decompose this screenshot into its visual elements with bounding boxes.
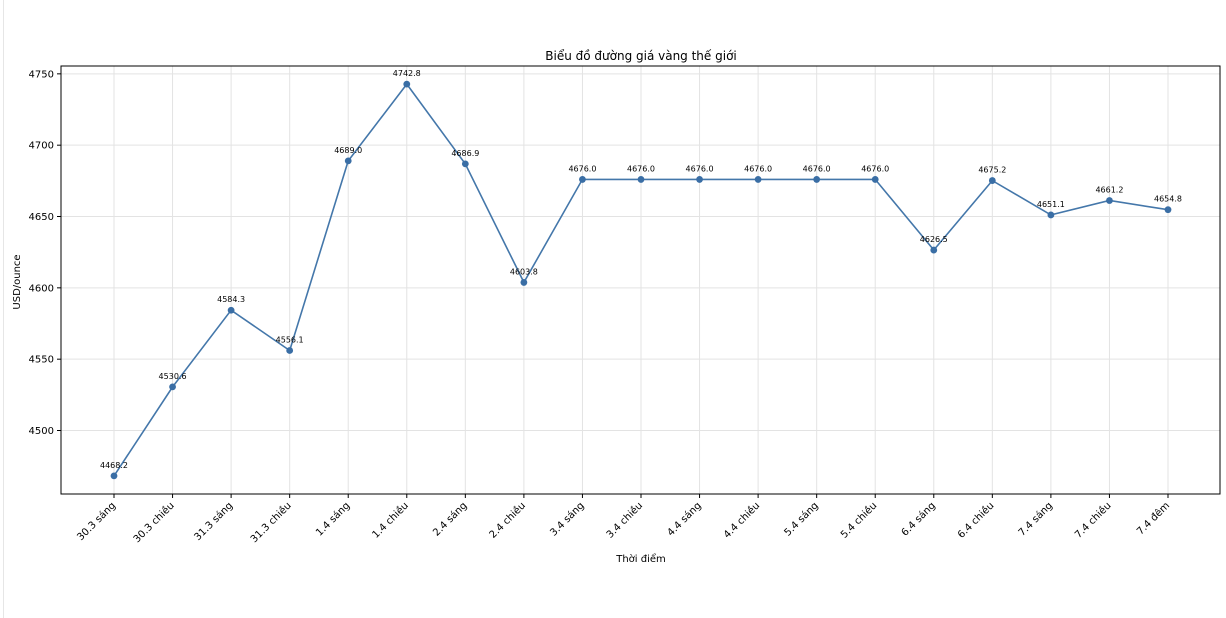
x-tick-label: 6.4 chiều	[955, 500, 996, 541]
data-label: 4676.0	[686, 164, 714, 173]
x-axis: 30.3 sáng 30.3 chiều 31.3 sáng 31.3 chiều 1.…	[75, 494, 1172, 545]
x-axis-label: Thời điểm	[615, 552, 666, 565]
data-point	[754, 176, 762, 183]
data-point	[1106, 197, 1113, 204]
data-label: 4676.0	[627, 164, 655, 173]
data-point	[1164, 206, 1172, 214]
data-label: 4603.8	[510, 267, 538, 276]
x-tick-label: 6.4 sáng	[899, 500, 938, 539]
data-point	[461, 160, 469, 168]
data-labels: 4468.2 4530.6 4584.3 4556.1 4689.0 4742.8 4686…	[100, 69, 1182, 470]
grid	[61, 66, 1220, 494]
x-tick-label: 5.4 sáng	[782, 500, 821, 539]
data-label: 4651.1	[1037, 200, 1065, 209]
data-point	[110, 472, 118, 480]
data-point	[227, 306, 235, 314]
x-tick-label: 7.4 sáng	[1016, 500, 1055, 539]
x-tick-label: 31.3 sáng	[192, 500, 235, 543]
series-line	[110, 80, 1172, 480]
data-point	[930, 246, 938, 254]
data-point	[344, 157, 352, 165]
data-point	[637, 176, 645, 183]
x-tick-label: 4.4 chiều	[721, 500, 762, 541]
x-tick-label: 30.3 chiều	[131, 500, 177, 546]
data-point	[579, 176, 586, 183]
x-tick-label: 2.4 sáng	[430, 500, 469, 539]
y-axis-label: USD/ounce	[12, 254, 23, 309]
data-label: 4530.6	[159, 372, 187, 381]
data-point	[520, 279, 528, 286]
data-label: 4676.0	[861, 164, 889, 173]
data-label: 4689.0	[334, 146, 362, 155]
data-point	[169, 383, 176, 391]
x-tick-label: 31.3 chiều	[248, 500, 294, 546]
data-point	[286, 347, 294, 354]
data-label: 4686.9	[451, 149, 479, 158]
x-tick-label: 3.4 sáng	[548, 500, 587, 539]
chart-title: Biểu đồ đường giá vàng thế giới	[545, 49, 737, 63]
data-label: 4556.1	[276, 335, 304, 344]
y-tick-label: 4500	[29, 426, 54, 437]
x-tick-label: 1.4 sáng	[313, 500, 352, 539]
data-label: 4676.0	[744, 164, 772, 173]
data-label: 4676.0	[803, 164, 831, 173]
y-tick-label: 4550	[29, 355, 54, 366]
y-tick-label: 4600	[29, 283, 54, 294]
data-point	[696, 176, 703, 183]
frame-edge	[3, 0, 4, 618]
data-point	[1047, 211, 1055, 219]
y-tick-label: 4650	[29, 212, 54, 223]
data-label: 4584.3	[217, 295, 245, 304]
x-tick-label: 5.4 chiều	[838, 500, 879, 541]
data-label: 4742.8	[393, 69, 421, 78]
y-tick-label: 4700	[29, 141, 54, 152]
data-label: 4676.0	[568, 164, 596, 173]
data-point	[813, 176, 821, 183]
data-label: 4654.8	[1154, 195, 1182, 204]
x-tick-label: 30.3 sáng	[75, 500, 118, 543]
data-label: 4468.2	[100, 461, 128, 470]
data-point	[988, 177, 996, 184]
data-label: 4626.5	[920, 235, 948, 244]
x-tick-label: 2.4 chiều	[487, 500, 528, 541]
data-label: 4675.2	[978, 166, 1006, 175]
data-point	[871, 176, 879, 183]
x-tick-label: 3.4 chiều	[604, 500, 645, 541]
x-tick-label: 7.4 đêm	[1134, 500, 1172, 538]
data-label: 4661.2	[1095, 186, 1123, 195]
data-point	[403, 80, 411, 88]
x-tick-label: 4.4 sáng	[665, 500, 704, 539]
x-tick-label: 1.4 chiều	[370, 500, 411, 541]
y-axis: 4500 4550 4600 4650 4700 4750	[29, 69, 61, 437]
x-tick-label: 7.4 chiều	[1072, 500, 1113, 541]
y-tick-label: 4750	[29, 69, 54, 80]
